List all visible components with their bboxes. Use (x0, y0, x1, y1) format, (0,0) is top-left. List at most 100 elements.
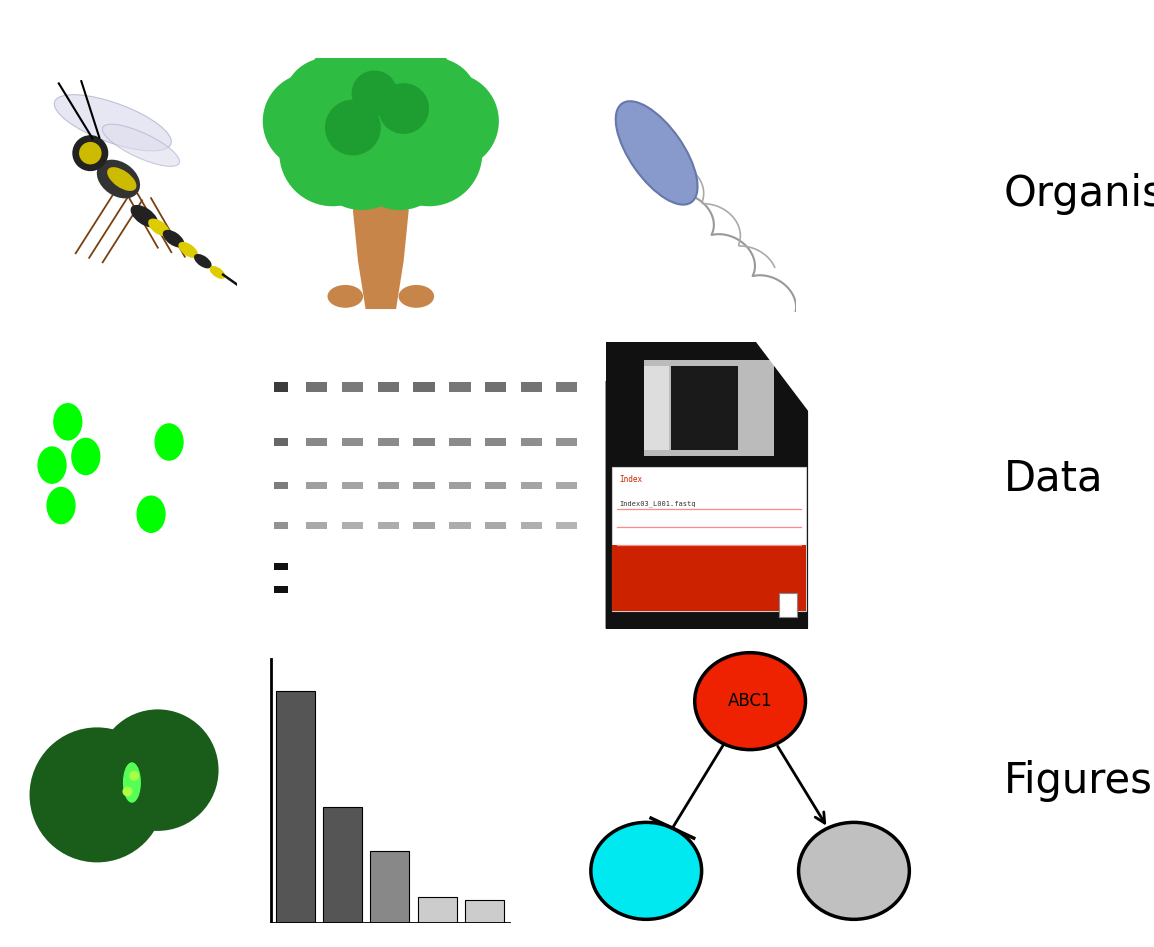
Circle shape (307, 42, 455, 188)
Bar (520, 382, 542, 392)
Ellipse shape (616, 101, 697, 205)
Text: ABC1: ABC1 (728, 692, 772, 710)
Bar (485, 522, 507, 529)
Circle shape (349, 109, 450, 210)
Bar (377, 522, 399, 529)
Ellipse shape (163, 230, 185, 247)
Bar (413, 382, 435, 392)
Ellipse shape (194, 254, 211, 268)
Circle shape (97, 709, 218, 831)
Bar (449, 522, 471, 529)
Circle shape (355, 39, 457, 140)
Bar (306, 382, 328, 392)
Bar (644, 366, 668, 450)
Circle shape (305, 39, 406, 140)
Bar (370, 851, 410, 923)
Circle shape (155, 423, 183, 461)
Bar (556, 438, 578, 446)
Bar (275, 382, 287, 392)
Circle shape (80, 142, 102, 165)
Bar (306, 438, 328, 446)
Ellipse shape (179, 241, 198, 258)
Bar (275, 586, 287, 593)
Circle shape (799, 822, 909, 920)
Bar (485, 382, 507, 392)
Bar (306, 522, 328, 529)
Ellipse shape (123, 762, 141, 803)
Ellipse shape (103, 124, 180, 167)
Bar (377, 438, 399, 446)
Circle shape (283, 58, 372, 147)
Circle shape (129, 771, 140, 780)
Bar (275, 563, 287, 570)
Ellipse shape (130, 205, 158, 227)
Bar (342, 382, 364, 392)
Circle shape (352, 70, 397, 116)
Bar (275, 482, 287, 489)
Circle shape (390, 58, 479, 147)
Text: Data: Data (1004, 457, 1103, 499)
Bar (413, 482, 435, 489)
Circle shape (30, 727, 165, 863)
Bar (613, 468, 805, 611)
Bar (342, 482, 364, 489)
Bar (613, 545, 805, 611)
Ellipse shape (328, 285, 364, 308)
Circle shape (310, 109, 413, 210)
Bar (779, 593, 796, 616)
Circle shape (73, 135, 108, 171)
Bar (323, 807, 362, 923)
Circle shape (263, 73, 359, 170)
Text: Index: Index (619, 474, 642, 484)
Bar (413, 438, 435, 446)
Ellipse shape (210, 266, 225, 278)
Circle shape (46, 487, 76, 525)
Bar (306, 482, 328, 489)
Bar (644, 360, 774, 456)
Bar (556, 382, 578, 392)
Circle shape (337, 28, 425, 117)
Circle shape (376, 99, 482, 206)
Circle shape (136, 495, 166, 533)
Bar (520, 438, 542, 446)
Bar (275, 438, 287, 446)
Bar (275, 522, 287, 529)
Circle shape (695, 652, 805, 750)
Ellipse shape (107, 167, 136, 191)
Bar (485, 482, 507, 489)
Text: Organism: Organism (1004, 173, 1154, 215)
Bar (449, 382, 471, 392)
Bar (520, 522, 542, 529)
Circle shape (122, 787, 133, 796)
Circle shape (37, 446, 67, 484)
Text: Figures: Figures (1004, 760, 1153, 802)
Circle shape (591, 822, 702, 920)
Polygon shape (756, 342, 815, 420)
Bar (449, 482, 471, 489)
Ellipse shape (97, 160, 140, 199)
Bar (670, 366, 739, 450)
Circle shape (279, 99, 385, 206)
Bar (276, 690, 315, 923)
Bar (413, 522, 435, 529)
Ellipse shape (398, 285, 434, 308)
Bar (377, 482, 399, 489)
Bar (342, 522, 364, 529)
Bar (520, 482, 542, 489)
Circle shape (403, 73, 499, 170)
Bar (377, 382, 399, 392)
Bar (556, 522, 578, 529)
Bar (556, 482, 578, 489)
Polygon shape (353, 178, 409, 309)
Ellipse shape (54, 95, 171, 151)
Bar (449, 438, 471, 446)
Circle shape (72, 438, 100, 475)
Bar (418, 898, 457, 923)
Circle shape (53, 403, 82, 440)
Bar (342, 438, 364, 446)
Circle shape (379, 83, 429, 134)
Circle shape (325, 99, 381, 155)
Bar (465, 900, 504, 923)
Polygon shape (606, 345, 808, 629)
Bar (485, 438, 507, 446)
